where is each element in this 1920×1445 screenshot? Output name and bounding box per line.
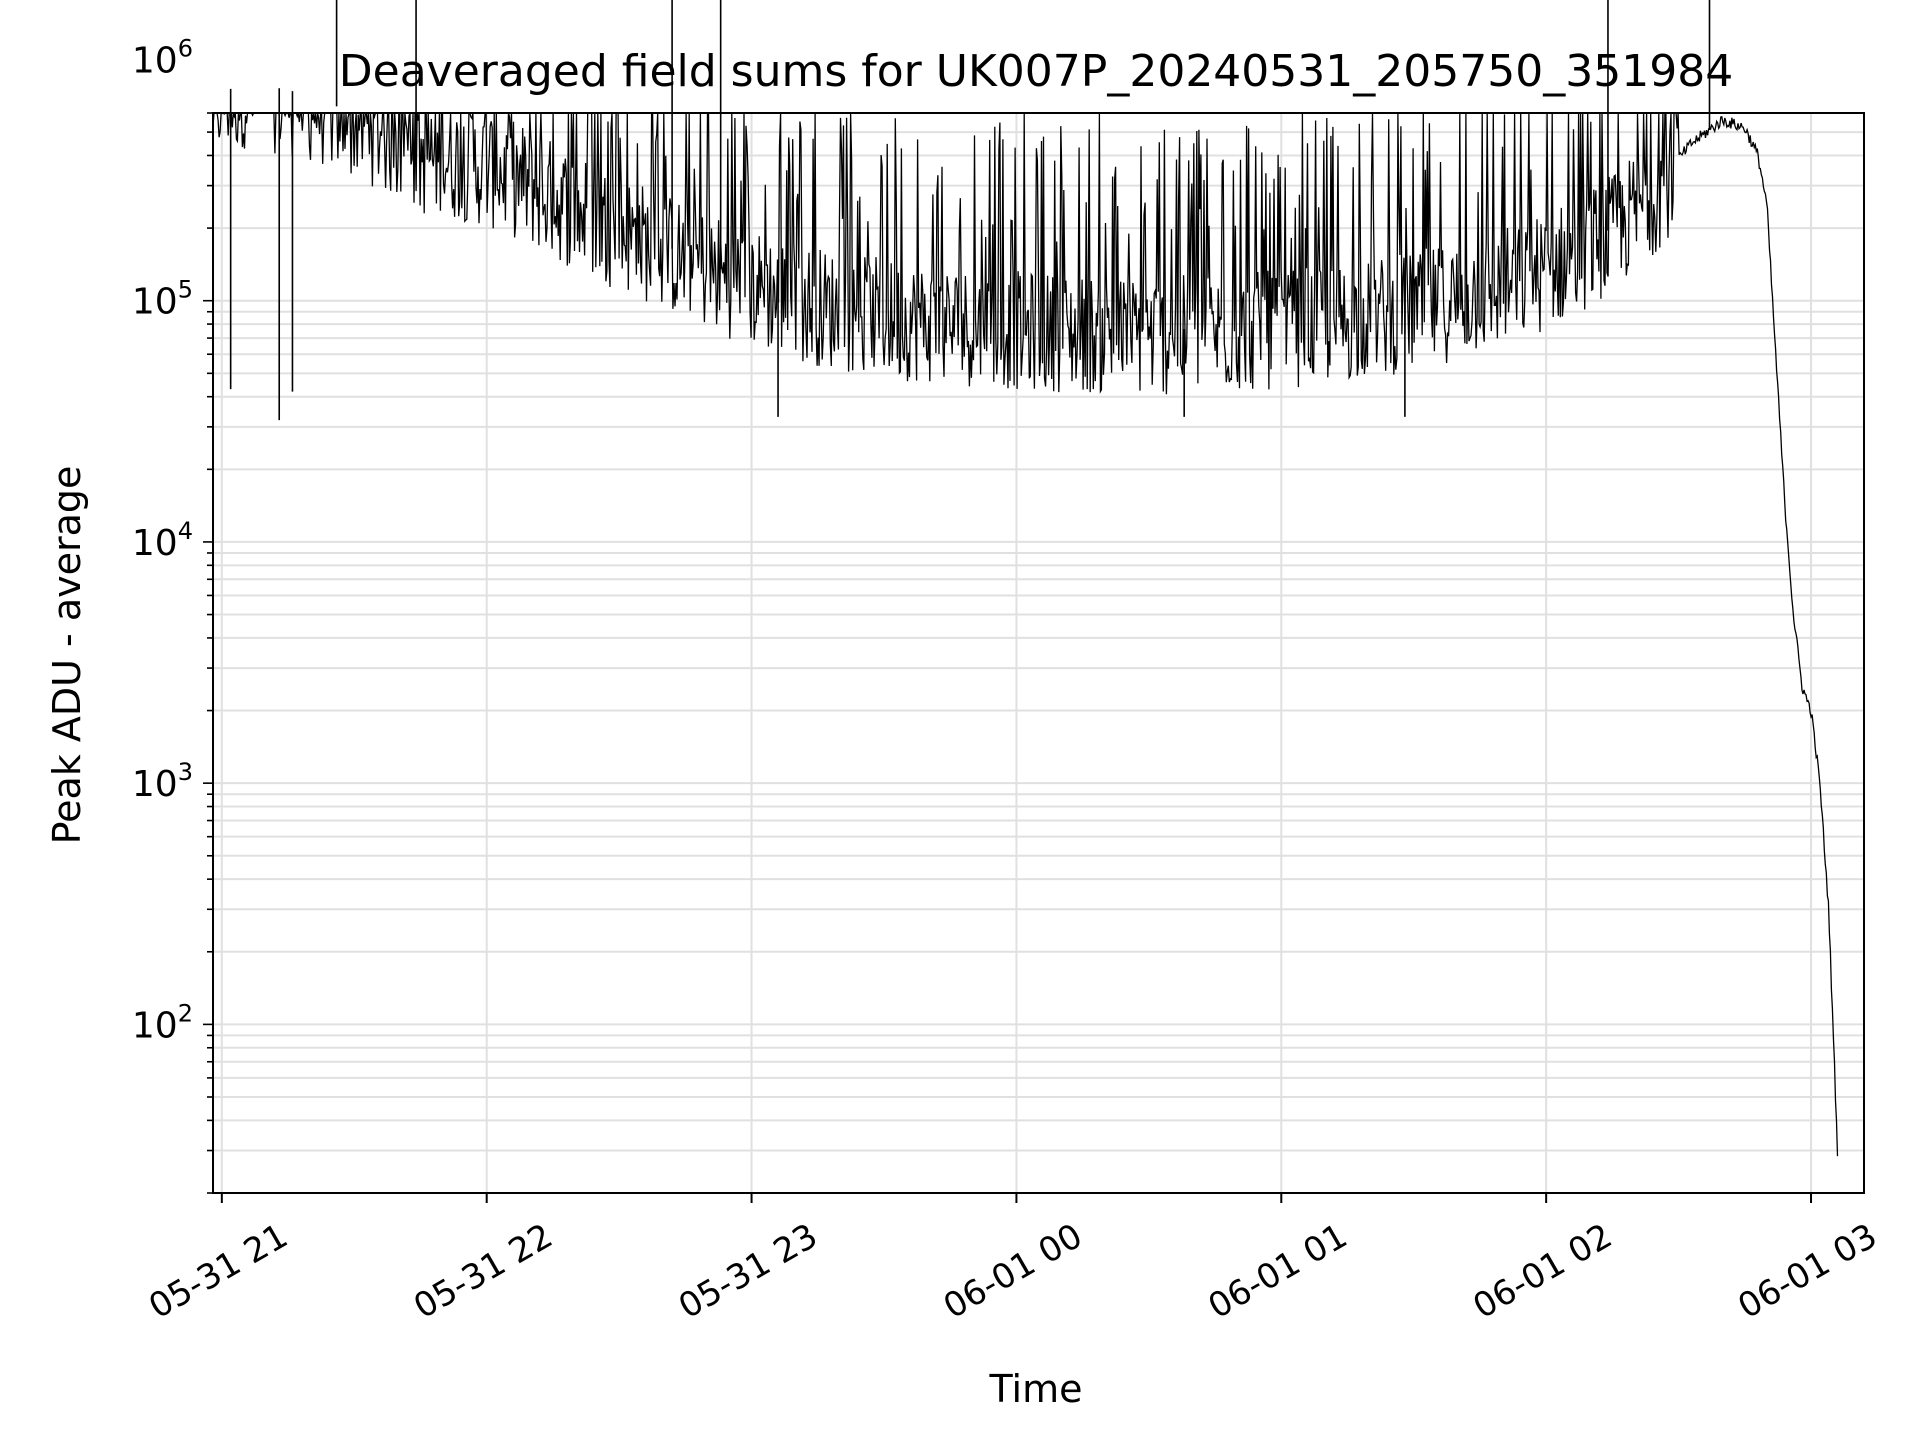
y-tick-label: 106	[132, 34, 193, 81]
y-tick-label-base: 10	[132, 40, 178, 81]
y-tick-label-exponent: 6	[178, 34, 193, 62]
y-tick-label-exponent: 3	[178, 758, 193, 786]
y-tick-label-base: 10	[132, 764, 178, 805]
y-tick-label-exponent: 4	[178, 517, 193, 545]
y-tick-label: 105	[132, 276, 193, 323]
y-axis-label: Peak ADU - average	[45, 466, 89, 845]
y-tick-label: 104	[132, 517, 193, 564]
y-tick-label: 102	[132, 999, 193, 1046]
y-tick-label: 103	[132, 758, 193, 805]
y-tick-label-exponent: 2	[178, 999, 193, 1027]
axes	[212, 112, 1865, 1194]
x-axis-label: Time	[989, 1367, 1083, 1411]
series	[212, 0, 1839, 1157]
grid	[213, 112, 1864, 1194]
y-tick-label-exponent: 5	[178, 276, 193, 304]
y-tick-label-base: 10	[132, 282, 178, 323]
plot-frame	[212, 112, 1865, 1194]
y-tick-label-base: 10	[132, 523, 178, 564]
y-tick-label-base: 10	[132, 1005, 178, 1046]
series-line	[212, 112, 1839, 1157]
chart-title: Deaveraged field sums for UK007P_2024053…	[339, 46, 1733, 97]
